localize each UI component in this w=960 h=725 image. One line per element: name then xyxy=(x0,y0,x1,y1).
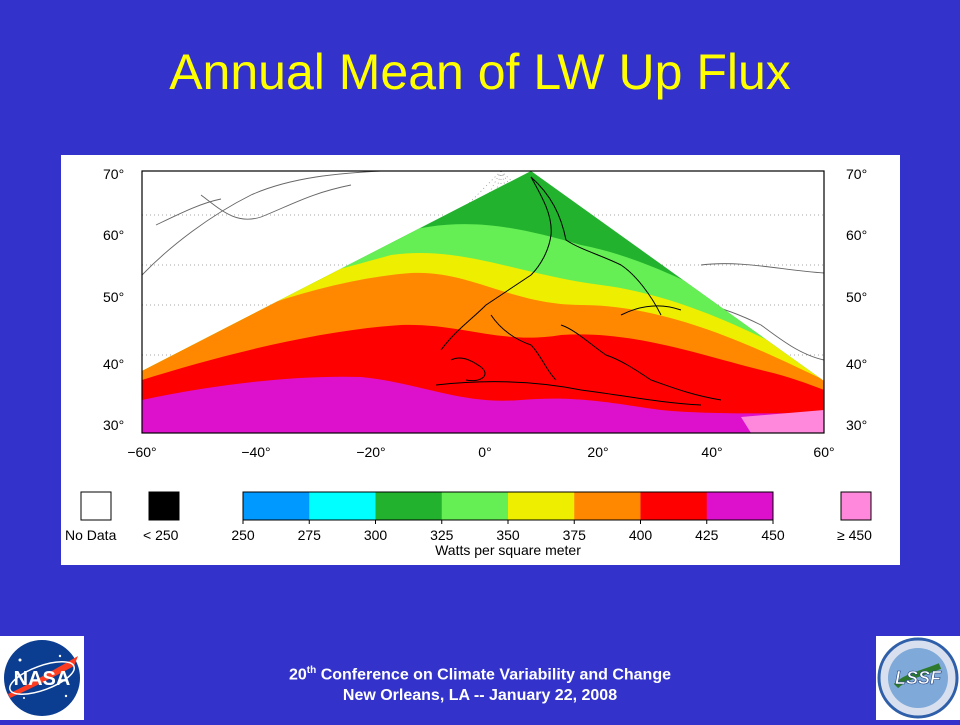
lon-label: 60° xyxy=(813,444,834,460)
colorbar-bin xyxy=(441,492,509,520)
lon-axis: −60° −40° −20° 0° 20° 40° 60° xyxy=(127,444,834,460)
conf-name: Conference on Climate Variability and Ch… xyxy=(316,666,671,684)
lat-label-left: 30° xyxy=(103,417,124,433)
footer-line1: 20th Conference on Climate Variability a… xyxy=(160,660,800,685)
conf-suffix: th xyxy=(306,665,317,676)
lat-label-right: 40° xyxy=(846,356,867,372)
lon-label: −40° xyxy=(241,444,270,460)
unit-label: Watts per square meter xyxy=(435,542,581,558)
legend: No Data < 250 250 275 300 325 350 375 400 425 45… xyxy=(65,491,872,558)
conference-logo-text: LSSF xyxy=(895,668,942,688)
colorbar-tick-label: 375 xyxy=(563,527,587,543)
colorbar-bin xyxy=(375,492,443,520)
lat-label-left: 60° xyxy=(103,227,124,243)
lon-label: −60° xyxy=(127,444,156,460)
colorbar-tick-label: 425 xyxy=(695,527,719,543)
lat-label-left: 70° xyxy=(103,166,124,182)
conference-logo: LSSF xyxy=(876,636,960,720)
colorbar-tick-label: 325 xyxy=(430,527,454,543)
footer-line2: New Orleans, LA -- January 22, 2008 xyxy=(342,687,618,705)
slide-title: Annual Mean of LW Up Flux xyxy=(169,44,791,100)
colorbar-bin xyxy=(243,492,310,520)
colorbar-ticks: 250 275 300 325 350 375 400 425 450 xyxy=(231,520,785,543)
colorbar-tick-label: 350 xyxy=(496,527,520,543)
conference-logo-icon: LSSF xyxy=(877,637,959,719)
coastlines-europe xyxy=(435,176,722,406)
lat-label-left: 40° xyxy=(103,356,124,372)
colorbar-tick-label: 400 xyxy=(629,527,653,543)
colorbar xyxy=(243,492,774,520)
no-data-swatch xyxy=(80,491,112,521)
below-range-label: < 250 xyxy=(143,527,179,543)
lat-label-right: 50° xyxy=(846,289,867,305)
lon-label: 0° xyxy=(478,444,491,460)
colorbar-tick-label: 250 xyxy=(231,527,255,543)
nasa-logo: NASA xyxy=(0,636,84,720)
colorbar-tick-label: 450 xyxy=(761,527,785,543)
flux-map-figure: 70° 60° 50° 40° 30° 70° 60° 50° 40° 30° … xyxy=(61,155,900,565)
above-range-label: ≥ 450 xyxy=(837,527,872,543)
lon-label: −20° xyxy=(356,444,385,460)
colorbar-bin xyxy=(309,492,376,520)
nasa-logo-text: NASA xyxy=(14,668,71,690)
nasa-logo-icon: NASA xyxy=(4,640,80,716)
lat-label-right: 70° xyxy=(846,166,867,182)
lat-label-left: 50° xyxy=(103,289,124,305)
conf-number: 20 xyxy=(289,666,307,684)
colorbar-tick-label: 300 xyxy=(364,527,388,543)
below-range-swatch xyxy=(148,491,180,521)
above-range-swatch xyxy=(840,491,872,521)
lat-axis-right: 70° 60° 50° 40° 30° xyxy=(846,166,867,433)
map-frame xyxy=(141,170,825,434)
lat-label-right: 60° xyxy=(846,227,867,243)
colorbar-tick-label: 275 xyxy=(298,527,322,543)
lat-label-right: 30° xyxy=(846,417,867,433)
footer: 20th Conference on Climate Variability a… xyxy=(160,660,800,706)
lon-label: 20° xyxy=(587,444,608,460)
flux-map-svg: 70° 60° 50° 40° 30° 70° 60° 50° 40° 30° … xyxy=(65,166,872,558)
colorbar-bin xyxy=(508,492,575,520)
colorbar-bin xyxy=(574,492,641,520)
no-data-label: No Data xyxy=(65,527,117,543)
lat-axis-left: 70° 60° 50° 40° 30° xyxy=(103,166,124,433)
lon-label: 40° xyxy=(701,444,722,460)
colorbar-bin xyxy=(706,492,774,520)
coastlines-outside xyxy=(142,171,824,361)
colorbar-bin xyxy=(640,492,708,520)
